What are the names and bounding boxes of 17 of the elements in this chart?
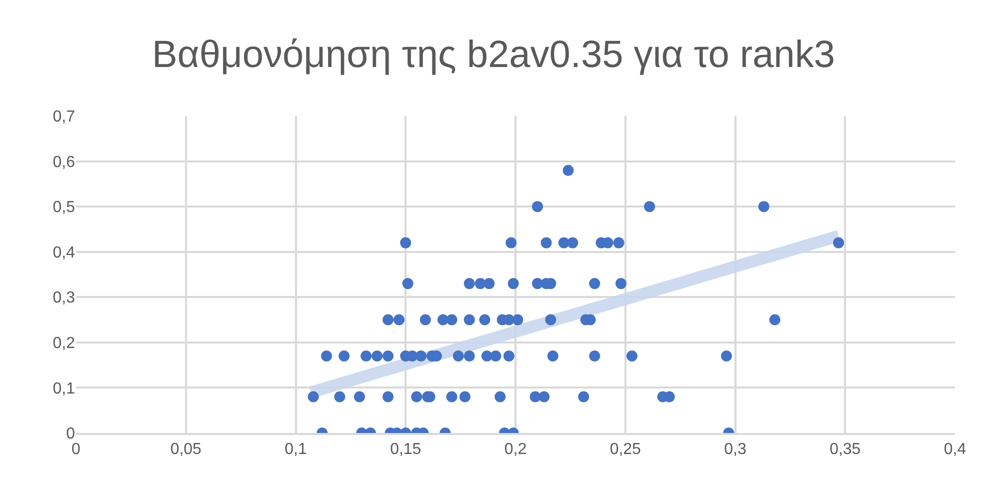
y-tick-label: 0,2 [52,335,76,352]
x-tick-label: 0,05 [170,440,202,458]
y-tick-label: 0,1 [52,380,76,398]
y-tick-label: 0,4 [52,244,76,262]
x-tick-label: 0,1 [284,440,307,458]
y-tick-label: 0,7 [52,108,76,126]
y-tick-label: 0,6 [52,154,76,171]
x-tick-label: 0,3 [724,440,746,458]
x-tick-label: 0,15 [390,440,422,458]
y-tick-label: 0,5 [52,199,76,216]
x-tick-label: 0,2 [504,440,527,458]
x-tick-label: 0,25 [610,440,642,458]
chart-title: Βαθμονόμηση της b2av0.35 για το rank3 [152,34,835,76]
y-tick-label: 0,3 [52,290,76,307]
x-tick-label: 0,35 [830,440,861,458]
y-tick-label: 0 [66,426,76,443]
x-tick-label: 0,4 [944,440,966,458]
